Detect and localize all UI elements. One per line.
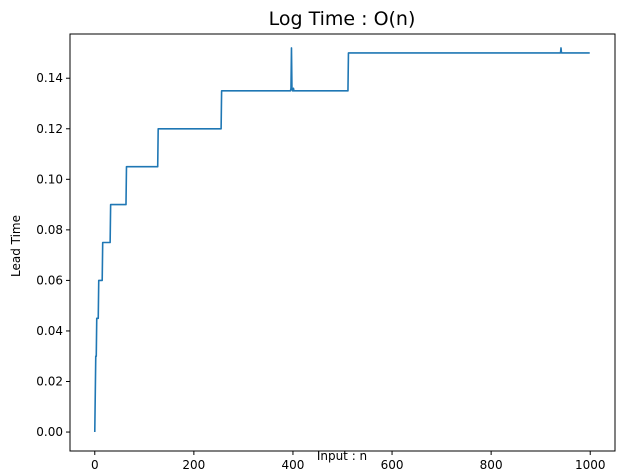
x-axis: 0 200 400 600 800 1000 [91, 451, 606, 472]
x-tick-label: 200 [182, 458, 205, 472]
x-tick-label: 0 [91, 458, 99, 472]
chart-title: Log Time : O(n) [269, 8, 416, 30]
x-tick-label: 1000 [575, 458, 606, 472]
y-tick-label: 0.04 [36, 324, 63, 338]
x-tick-label: 600 [381, 458, 404, 472]
series-line [93, 47, 590, 433]
y-tick-label: 0.06 [36, 273, 63, 287]
x-axis-label: Input : n [317, 449, 367, 463]
y-axis: 0.00 0.02 0.04 0.06 0.08 0.10 0.12 0.14 [36, 71, 70, 439]
y-tick-label: 0.14 [36, 71, 63, 85]
y-axis-label: Lead Time [9, 215, 23, 277]
y-tick-label: 0.02 [36, 375, 63, 389]
y-tick-label: 0.08 [36, 223, 63, 237]
x-tick-label: 400 [282, 458, 305, 472]
x-tick-label: 800 [480, 458, 503, 472]
plot-area [93, 47, 590, 433]
y-tick-label: 0.12 [36, 122, 63, 136]
y-tick-label: 0.00 [36, 425, 63, 439]
axes-frame [69, 33, 616, 452]
y-tick-label: 0.10 [36, 172, 63, 186]
